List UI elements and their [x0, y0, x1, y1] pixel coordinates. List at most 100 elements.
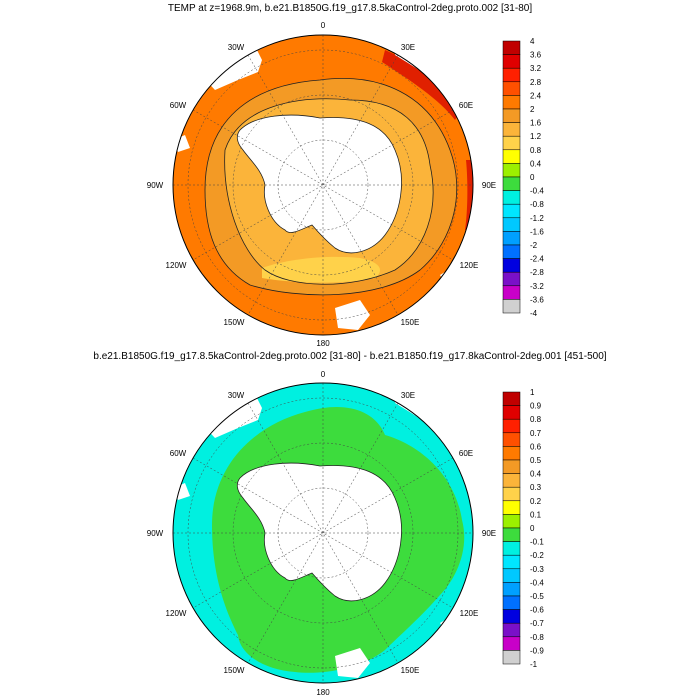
colorbar-label: -2.8 [530, 268, 544, 277]
top-lon-label-120w: 120W [166, 261, 187, 270]
colorbar-label: 2 [530, 105, 535, 114]
colorbar-label: -0.8 [530, 200, 544, 209]
colorbar-box [502, 582, 521, 597]
bottom-map-field [173, 383, 473, 683]
colorbar-box [502, 459, 521, 474]
top-nz-land [335, 300, 370, 330]
colorbar-box [502, 486, 521, 502]
colorbar-label: 1.6 [530, 119, 542, 128]
colorbar-label: -1.6 [530, 227, 544, 236]
top-lon-label-0: 0 [321, 21, 326, 30]
bottom-lon-label-60w: 60W [170, 449, 187, 458]
colorbar-box [502, 636, 521, 651]
bottom-lon-label-0: 0 [321, 370, 326, 379]
colorbar-box [502, 95, 521, 110]
colorbar-label: 0 [530, 524, 535, 533]
top-yellow-patch [262, 256, 380, 283]
colorbar-box [502, 122, 521, 137]
bottom-nz-land [335, 648, 370, 678]
colorbar-box [502, 285, 521, 300]
colorbar-box [502, 527, 521, 542]
colorbar-label: 2.4 [530, 91, 542, 100]
colorbar-label: 0.8 [530, 415, 542, 424]
top-lon-label-30e: 30E [401, 43, 415, 52]
bottom-lon-label-150e: 150E [401, 666, 420, 675]
colorbar-label: 0.7 [530, 429, 542, 438]
colorbar-box [502, 500, 521, 515]
bottom-map-panel: b.e21.B1850G.f19_g17.8.5kaControl-2deg.p… [0, 350, 700, 700]
colorbar-label: -1.2 [530, 214, 544, 223]
colorbar-label: -0.9 [530, 646, 544, 655]
top-lon-label-180: 180 [316, 339, 330, 348]
colorbar-box [502, 271, 521, 287]
bottom-antarctica [236, 462, 402, 602]
top-map-border [172, 34, 474, 336]
top-contour-outer [204, 78, 458, 296]
colorbar-label: -3.2 [530, 282, 544, 291]
colorbar-label: 0.4 [530, 470, 542, 479]
top-graticule [173, 35, 473, 335]
colorbar-label: 1 [530, 388, 535, 397]
colorbar-box [502, 258, 521, 273]
colorbar-label: -3.6 [530, 295, 544, 304]
colorbar-box [502, 595, 521, 610]
colorbar-label: -0.4 [530, 187, 544, 196]
top-map-title: TEMP at z=1968.9m, b.e21.B1850G.f19_g17.… [167, 3, 533, 14]
bottom-lon-label-30e: 30E [401, 391, 415, 400]
bottom-map-svg: 0 30E 60E 90E 120E 150E 180 150W 120W 90… [147, 370, 545, 697]
colorbar-box [502, 622, 521, 638]
colorbar-label: 3.6 [530, 51, 542, 60]
colorbar-label: -0.2 [530, 551, 544, 560]
colorbar-box [502, 432, 521, 447]
colorbar-label: 0.4 [530, 159, 542, 168]
top-lon-label-60e: 60E [459, 101, 473, 110]
colorbar-label: 0.5 [530, 456, 542, 465]
colorbar-label: -0.7 [530, 619, 544, 628]
bottom-map-title: b.e21.B1850G.f19_g17.8.5kaControl-2deg.p… [93, 351, 607, 362]
top-map-panel: TEMP at z=1968.9m, b.e21.B1850G.f19_g17.… [147, 3, 545, 348]
colorbar-label: -0.1 [530, 538, 544, 547]
colorbar-box [502, 81, 521, 96]
colorbar-label: -0.3 [530, 565, 544, 574]
top-lon-label-90w: 90W [147, 181, 164, 190]
colorbar-label: 0.9 [530, 402, 542, 411]
colorbar-label: -2.4 [530, 255, 544, 264]
colorbar-box [502, 244, 521, 259]
colorbar-label: 0.2 [530, 497, 542, 506]
bottom-graticule [173, 383, 473, 683]
top-map-field [173, 35, 473, 335]
colorbar-box [502, 418, 521, 434]
colorbar-box [502, 299, 521, 314]
top-map-svg: 0 30E 60E 90E 120E 150E 180 150W 120W 90… [147, 21, 545, 348]
colorbar-label: -0.5 [530, 592, 544, 601]
top-lon-label-150e: 150E [401, 318, 420, 327]
top-red-patch [382, 50, 462, 120]
colorbar-box [502, 554, 521, 570]
colorbar-box [502, 650, 521, 665]
bottom-lon-label-120e: 120E [460, 609, 479, 618]
bottom-lon-label-180: 180 [316, 688, 330, 697]
colorbar-box [502, 149, 521, 164]
top-lon-label-30w: 30W [228, 43, 245, 52]
colorbar-box [502, 67, 521, 83]
bottom-lon-label-120w: 120W [166, 609, 187, 618]
colorbar-box [502, 163, 521, 178]
colorbar-label: -1 [530, 660, 538, 669]
colorbar-box [502, 40, 521, 55]
colorbar-label: 4 [530, 37, 535, 46]
top-colorbar: 4 3.6 3.2 2.8 2.4 2 1.6 1.2 0.8 0.4 0 -0.4 -0.8 -1.2 -… [502, 37, 544, 318]
colorbar-label: 0.1 [530, 510, 542, 519]
colorbar-box [502, 135, 521, 151]
colorbar-box [502, 231, 521, 246]
colorbar-label: 1.2 [530, 132, 542, 141]
top-antarctica [236, 114, 402, 254]
colorbar-box [502, 391, 521, 406]
top-contour-inner [224, 98, 434, 285]
colorbar-label: 0.3 [530, 483, 542, 492]
colorbar-box [502, 541, 521, 556]
colorbar-box [502, 190, 521, 205]
top-lon-label-120e: 120E [460, 261, 479, 270]
colorbar-label: 0.6 [530, 442, 542, 451]
colorbar-label: -0.4 [530, 578, 544, 587]
colorbar-label: -0.8 [530, 633, 544, 642]
